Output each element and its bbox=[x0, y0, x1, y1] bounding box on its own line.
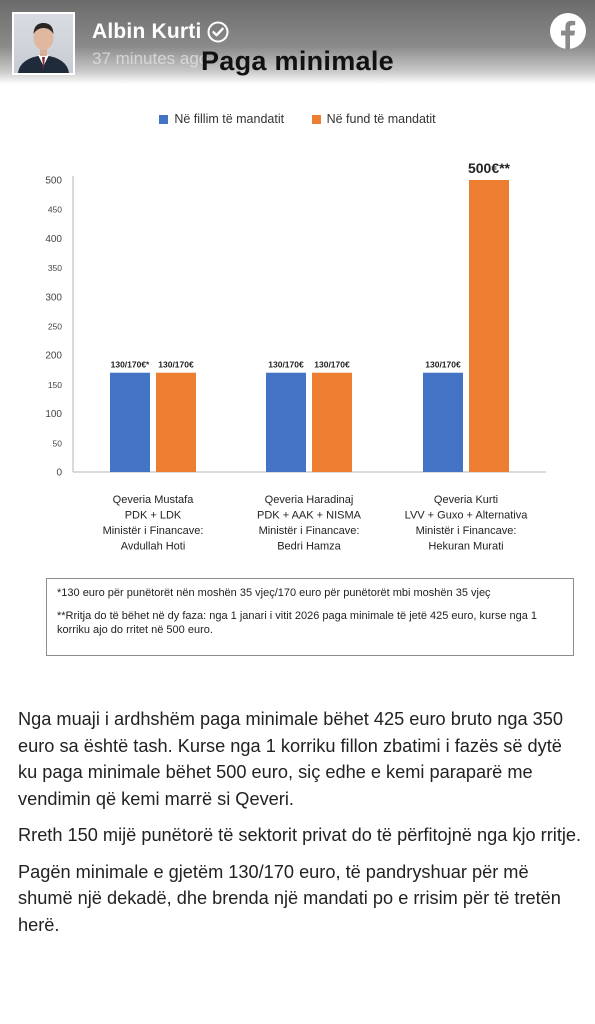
post-timestamp[interactable]: 37 minutes ago bbox=[92, 49, 209, 68]
x-category-label: Qeveria Mustafa PDK + LDK Ministër i Finan… bbox=[103, 494, 204, 553]
y-tick-label: 250 bbox=[48, 322, 62, 332]
bar-chart: 0 50 100 150 200 250 300 350 400 450 500 130/170€* 1… bbox=[45, 160, 546, 553]
x-category-line: Ministër i Financave: bbox=[416, 525, 517, 537]
bar bbox=[423, 372, 463, 472]
author-avatar[interactable] bbox=[12, 12, 75, 75]
legend-item-start: Në fillim të mandatit bbox=[159, 112, 284, 126]
x-category-line: Ministër i Financave: bbox=[259, 525, 360, 537]
y-tick-label: 450 bbox=[48, 205, 62, 215]
x-category-label: Qeveria Kurti LVV + Guxo + Alternativa Min… bbox=[405, 494, 529, 553]
y-tick-label: 500 bbox=[45, 176, 62, 187]
bar bbox=[110, 372, 150, 472]
chart-title: Paga minimale bbox=[201, 46, 394, 76]
y-tick-label: 0 bbox=[56, 468, 62, 479]
post-paragraph-1: Nga muaji i ardhshëm paga minimale bëhet… bbox=[18, 709, 563, 809]
verified-badge-icon bbox=[207, 21, 229, 43]
y-tick-label: 300 bbox=[45, 292, 62, 303]
chart-notes: *130 euro për punëtorët nën moshën 35 vj… bbox=[46, 578, 574, 656]
post-header: Albin Kurti 37 minutes ago bbox=[0, 0, 595, 84]
bar bbox=[469, 180, 509, 472]
x-category-line: LVV + Guxo + Alternativa bbox=[405, 510, 529, 522]
x-category-label: Qeveria Haradinaj PDK + AAK + NISMA Minist… bbox=[257, 494, 362, 553]
post-paragraph-2: Rreth 150 mijë punëtorë të sektorit priv… bbox=[18, 825, 582, 845]
y-tick-label: 100 bbox=[45, 409, 62, 420]
x-category-line: Hekuran Murati bbox=[428, 541, 503, 553]
x-category-line: Bedri Hamza bbox=[277, 541, 341, 553]
y-tick-label: 150 bbox=[48, 380, 62, 390]
y-tick-label: 350 bbox=[48, 263, 62, 273]
x-category-line: Avdullah Hoti bbox=[121, 541, 186, 553]
author-name[interactable]: Albin Kurti bbox=[92, 20, 202, 43]
note-2: **Rritja do të bëhet në dy faza: nga 1 j… bbox=[57, 610, 538, 636]
bar-data-label: 130/170€ bbox=[314, 360, 350, 370]
x-category-line: Qeveria Kurti bbox=[434, 494, 498, 506]
x-category-line: Ministër i Financave: bbox=[103, 525, 204, 537]
bar-data-label: 130/170€ bbox=[268, 360, 304, 370]
y-tick-label: 400 bbox=[45, 234, 62, 245]
bar bbox=[156, 372, 196, 472]
legend-item-end: Në fund të mandatit bbox=[311, 112, 436, 126]
x-category-line: PDK + AAK + NISMA bbox=[257, 510, 362, 522]
bar-data-label: 130/170€ bbox=[425, 360, 461, 370]
y-tick-label: 50 bbox=[53, 438, 63, 448]
legend-swatch-end bbox=[311, 115, 321, 124]
bar-data-label: 130/170€ bbox=[158, 360, 194, 370]
post-paragraph-3: Pagën minimale e gjetëm 130/170 euro, të… bbox=[18, 861, 561, 935]
bar-data-label: 500€** bbox=[468, 160, 511, 176]
facebook-icon[interactable] bbox=[549, 12, 587, 50]
note-1: *130 euro për punëtorët nën moshën 35 vj… bbox=[57, 587, 491, 599]
x-category-line: Qeveria Haradinaj bbox=[265, 494, 354, 506]
post-text: Nga muaji i ardhshëm paga minimale bëhet… bbox=[18, 706, 583, 948]
bar bbox=[266, 372, 306, 472]
y-tick-label: 200 bbox=[45, 351, 62, 362]
bar-data-label: 130/170€* bbox=[111, 360, 150, 370]
legend-swatch-start bbox=[159, 115, 169, 124]
legend-label-end: Në fund të mandatit bbox=[326, 112, 436, 126]
bar bbox=[312, 372, 352, 472]
legend-label-start: Në fillim të mandatit bbox=[174, 112, 285, 126]
x-category-line: Qeveria Mustafa bbox=[113, 494, 195, 506]
x-category-line: PDK + LDK bbox=[125, 510, 182, 522]
chart-legend: Në fillim të mandatit Në fund të mandati… bbox=[0, 112, 595, 126]
